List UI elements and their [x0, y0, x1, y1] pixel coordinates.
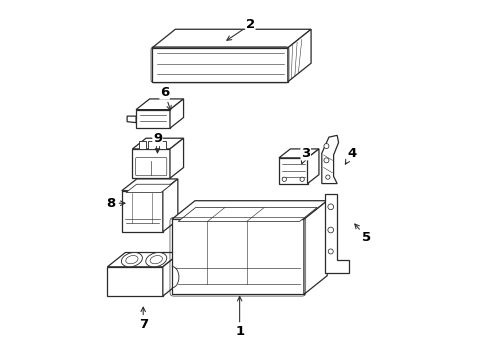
Polygon shape	[178, 207, 317, 221]
Text: 8: 8	[106, 197, 125, 210]
Text: 4: 4	[345, 147, 357, 164]
Circle shape	[282, 177, 287, 181]
Ellipse shape	[126, 256, 138, 264]
Polygon shape	[170, 138, 184, 178]
Polygon shape	[170, 99, 184, 128]
Polygon shape	[288, 29, 311, 82]
Polygon shape	[107, 267, 163, 296]
Circle shape	[324, 158, 329, 163]
Text: 7: 7	[139, 307, 148, 331]
Circle shape	[328, 249, 333, 254]
Polygon shape	[172, 201, 327, 219]
Ellipse shape	[150, 256, 162, 264]
Polygon shape	[159, 141, 167, 149]
Polygon shape	[163, 179, 178, 232]
Polygon shape	[127, 116, 136, 123]
Text: 5: 5	[355, 224, 371, 244]
Polygon shape	[304, 201, 327, 294]
Polygon shape	[322, 135, 339, 184]
Polygon shape	[136, 110, 170, 128]
Polygon shape	[126, 184, 172, 193]
Circle shape	[328, 227, 334, 233]
Polygon shape	[122, 179, 178, 191]
Circle shape	[326, 175, 330, 179]
Text: 1: 1	[235, 297, 244, 338]
Polygon shape	[136, 99, 184, 110]
Ellipse shape	[146, 253, 167, 267]
Polygon shape	[279, 158, 308, 184]
Circle shape	[324, 144, 329, 149]
Polygon shape	[308, 149, 319, 184]
Polygon shape	[325, 194, 348, 273]
Text: 2: 2	[227, 18, 255, 40]
Polygon shape	[152, 48, 288, 82]
Text: 3: 3	[301, 147, 310, 164]
Ellipse shape	[122, 253, 143, 267]
Polygon shape	[122, 191, 163, 232]
Circle shape	[328, 204, 334, 210]
Polygon shape	[163, 252, 181, 296]
Polygon shape	[148, 141, 155, 149]
Polygon shape	[152, 29, 311, 48]
Text: 9: 9	[153, 132, 162, 153]
Polygon shape	[132, 138, 184, 149]
Text: 6: 6	[160, 86, 171, 110]
Polygon shape	[107, 252, 181, 267]
Polygon shape	[132, 149, 170, 178]
Polygon shape	[172, 219, 304, 294]
Polygon shape	[279, 149, 319, 158]
Polygon shape	[139, 141, 146, 149]
Circle shape	[300, 177, 304, 181]
